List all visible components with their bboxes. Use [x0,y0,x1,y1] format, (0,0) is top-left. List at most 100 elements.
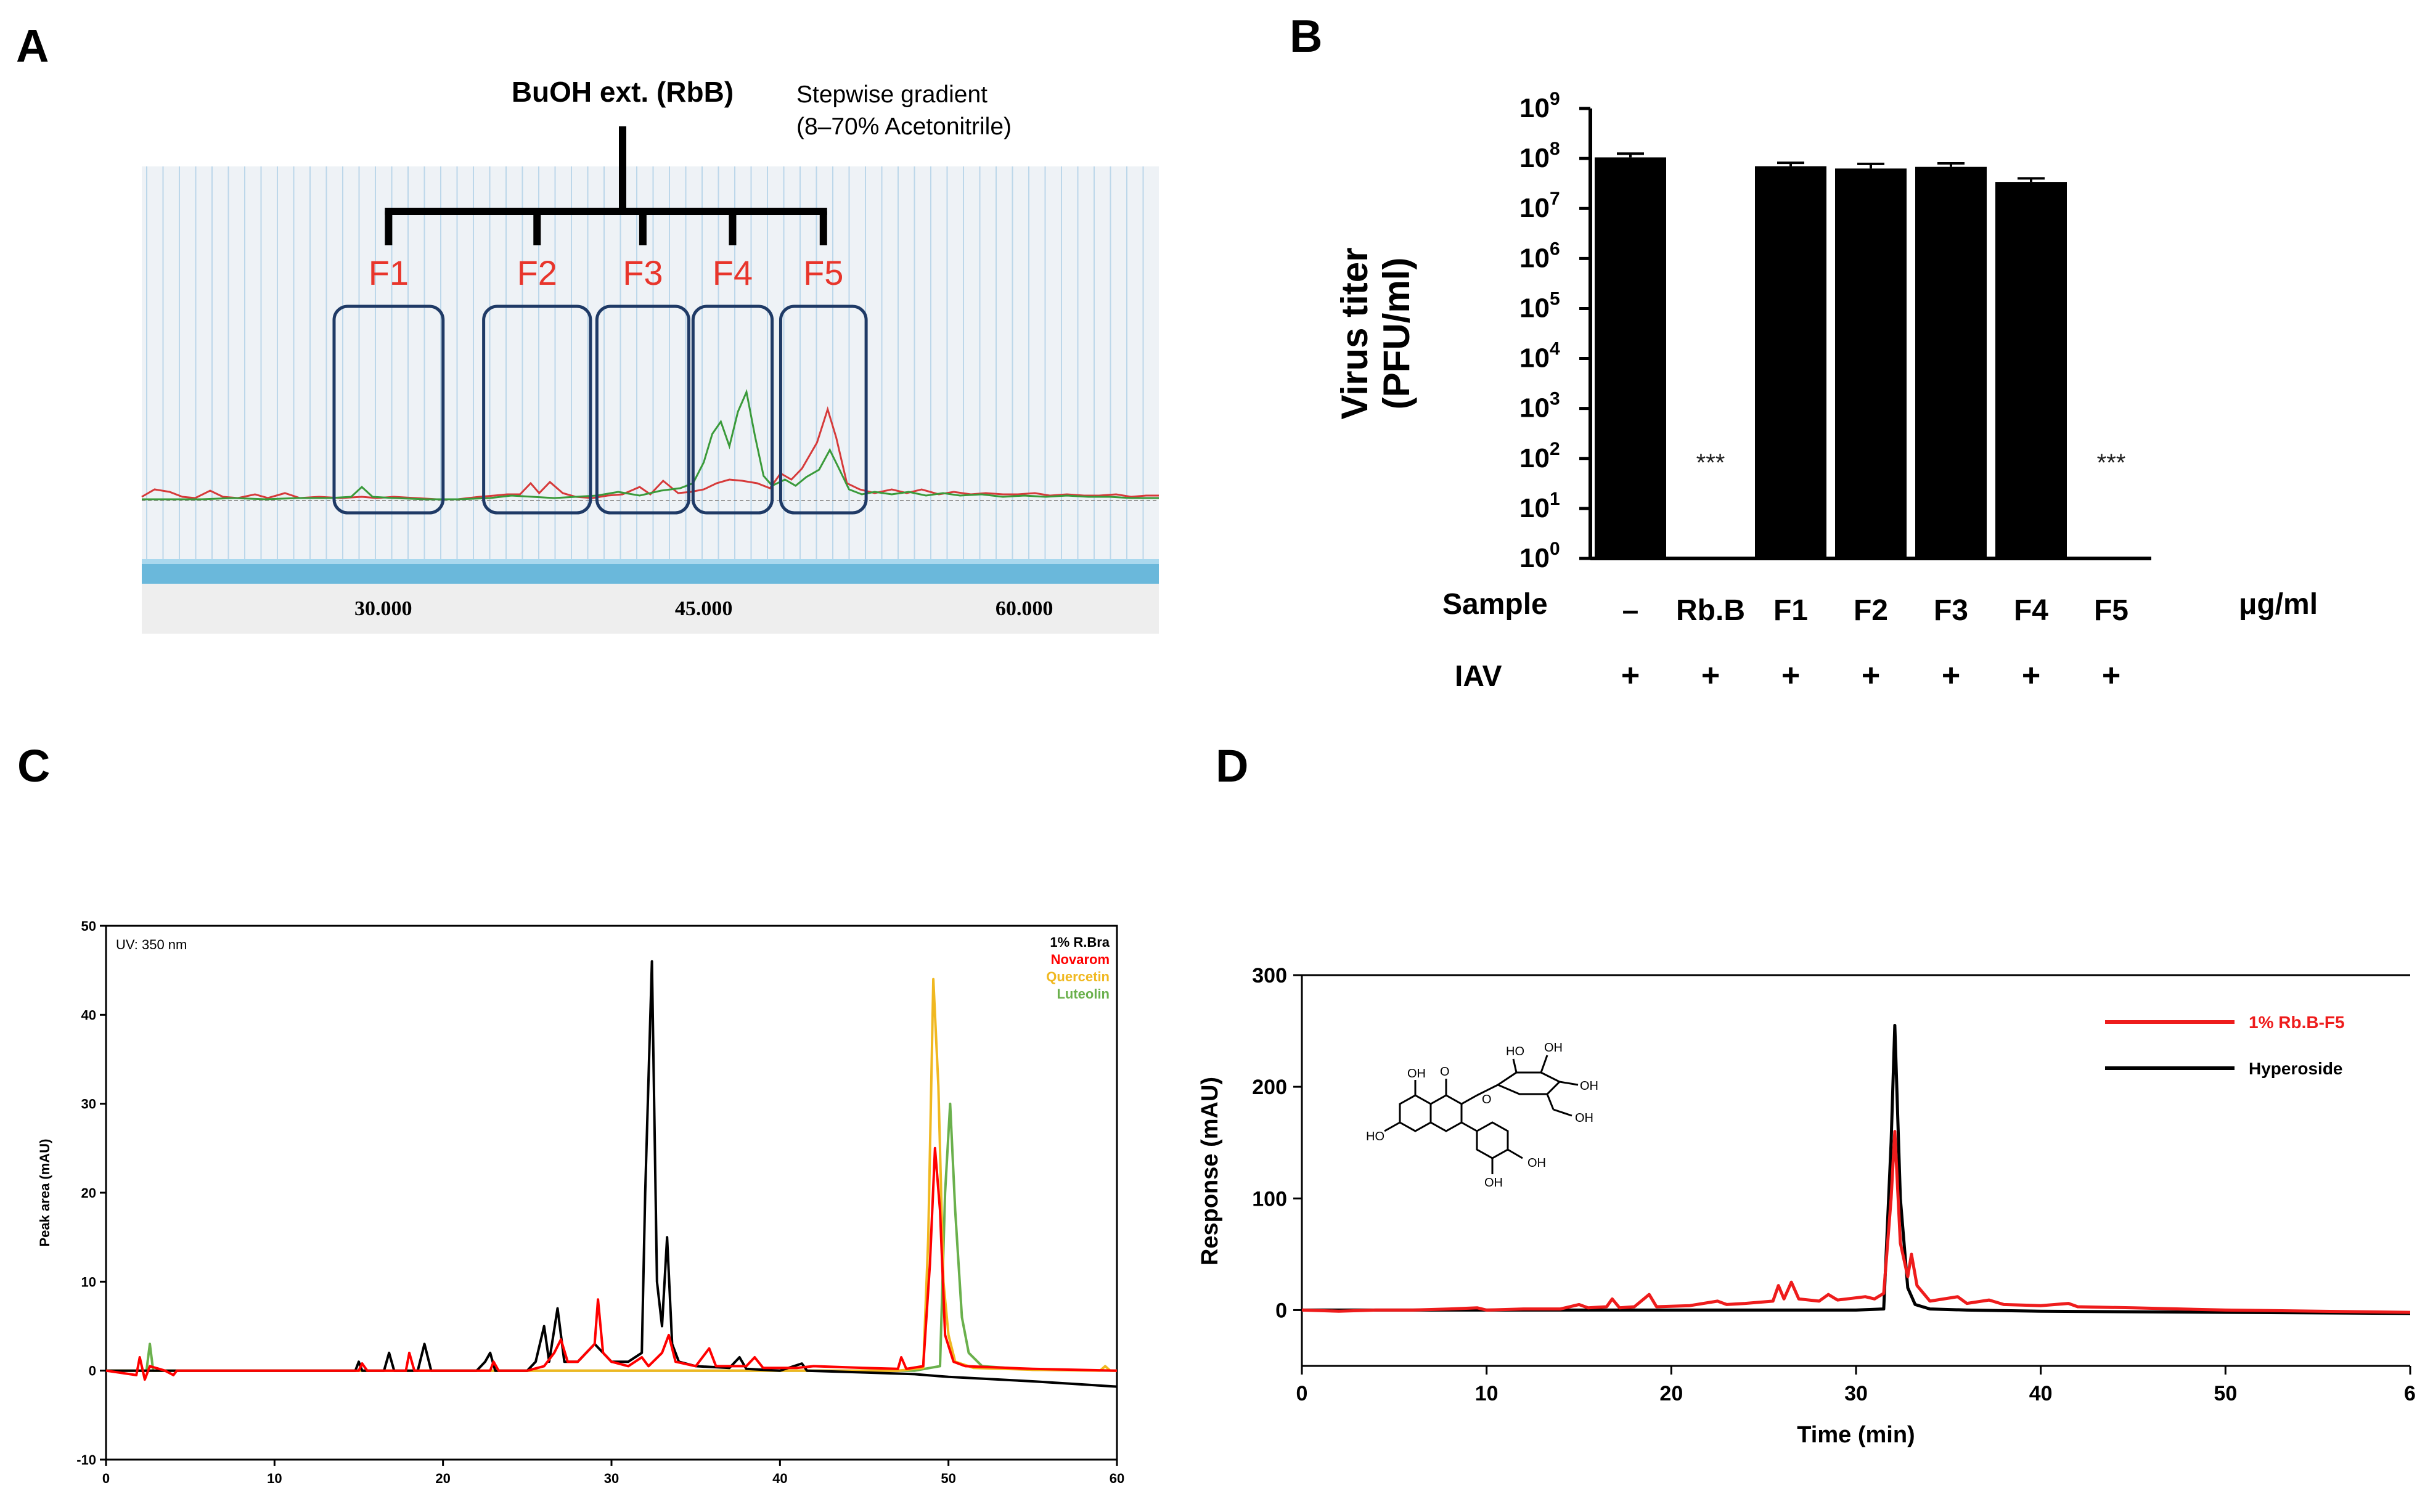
panel-b-category-labels: – + Rb.B + F1 + F2 + F3 + F4 + F5 + [1621,594,2128,693]
panel-a-x-ticks: 30.000 45.000 60.000 [354,597,1053,620]
panel-d-legend: 1% Rb.B-F5 Hyperoside [2105,1013,2345,1078]
panel-b-sample-row-label: Sample [1442,588,1548,621]
hyperoside-structure-atoms: OH O HO O OH OH HO OH OH OH [1366,1041,1598,1190]
panel-c-y-tick-label: 40 [81,1007,96,1023]
panel-a-grid [146,166,1144,559]
panel-a-trace-1 [142,388,1159,501]
panel-d-x-tick-label: 20 [1659,1382,1683,1405]
panel-a-background [142,166,1159,634]
category-label-2: F1 [1773,594,1808,627]
svg-text:OH: OH [1544,1041,1563,1055]
hyperoside-structure-drawing [1384,1055,1579,1174]
iav-mark-2: + [1781,658,1800,693]
category-label-4: F3 [1934,594,1968,627]
panel-a-x-tick-label: 60.000 [996,597,1053,620]
panel-b-bar-chart: 100 101 102 103 104 105 106 107 108 109 *** *** – +… [1334,89,2318,693]
panel-c-y-tick-label: -10 [76,1452,96,1468]
bar-3 [1835,168,1907,558]
fraction-box-f5 [779,304,868,515]
svg-text:OH: OH [1580,1079,1598,1093]
panel-d-x-tick-label: 30 [1844,1382,1868,1405]
svg-text:OH: OH [1484,1176,1503,1190]
panel-c-x-tick-label: 10 [267,1471,282,1486]
panel-c-ylabel: Peak area (mAU) [37,1139,52,1247]
panel-c-frame [105,925,1118,1461]
panel-d-x-tick-label: 0 [1296,1382,1308,1405]
panel-b-y-tick-label: 106 [1519,239,1560,273]
panel-d-x-tick-label: 10 [1475,1382,1499,1405]
panel-c-legend-entry-0: 1% R.Bra [1050,934,1110,950]
panel-c-legend-entry-3: Luteolin [1057,986,1110,1002]
svg-text:OH: OH [1407,1067,1426,1081]
panel-c-x-tick-label: 40 [772,1471,787,1486]
panel-d-legend-label-0: 1% Rb.B-F5 [2249,1013,2345,1032]
fraction-label-f5: F5 [803,253,843,292]
iav-mark-4: + [1942,658,1960,693]
panel-c-trace-3 [106,1102,1118,1372]
iav-mark-6: + [2102,658,2120,693]
bar-0 [1595,157,1666,558]
panel-c-chromatogram: 0 10 20 30 40 50 60 -10 0 10 20 30 40 50 1% R.Bra Nova… [37,918,1124,1486]
panel-d-traces [1301,1024,2411,1315]
svg-text:HO: HO [1366,1130,1384,1143]
panel-c-x-tick-label: 30 [604,1471,619,1486]
iav-mark-1: + [1701,658,1720,693]
category-label-0: – [1622,594,1639,627]
panel-b-y-tick-label: 103 [1519,389,1560,423]
panel-d-y-tick-label: 200 [1252,1076,1287,1099]
fraction-box-f4 [691,304,774,515]
iav-mark-3: + [1862,658,1880,693]
panel-d-ylabel: Response (mAU) [1197,1077,1223,1265]
panel-a-gradient-note-1: Stepwise gradient [796,81,988,108]
panel-d-x-tick-label: 50 [2214,1382,2237,1405]
panel-c-legend-entry-2: Quercetin [1046,969,1110,984]
panel-a-gradient-bar-highlight [142,559,1159,564]
fraction-label-f2: F2 [517,253,557,292]
category-label-1: Rb.B [1676,594,1745,627]
panel-b-ylabel-1: Virus titer [1334,248,1375,420]
panel-c-letter: C [17,740,50,791]
panel-c-x-tick-label: 20 [435,1471,450,1486]
panel-c-x-tick-label: 60 [1110,1471,1124,1486]
panel-c-y-tick-label: 30 [81,1097,96,1112]
panel-b-iav-row-label: IAV [1455,660,1502,693]
panel-a-traces [141,388,1159,501]
svg-text:O: O [1440,1065,1450,1079]
panel-c-annotation: UV: 350 nm [116,937,187,952]
panel-c-trace-2 [106,978,1117,1372]
panel-b-y-tick-label: 105 [1519,288,1560,323]
significance-annotation-6: *** [2097,449,2126,476]
panel-b-letter: B [1290,10,1322,62]
panel-b-y-tick-label: 108 [1519,139,1560,173]
bar-4 [1915,166,1987,558]
panel-a-chromatogram: F1 F2 F3 F4 F5 30.000 45.000 60.000 BuOH ext. … [141,76,1159,634]
svg-text:HO: HO [1506,1045,1524,1058]
panel-b-y-tick-label: 100 [1519,539,1560,573]
panel-d-x-tick-label: 40 [2029,1382,2053,1405]
panel-c-trace-1 [105,1146,1118,1381]
panel-a-axis-strip [142,584,1159,634]
panel-d-letter: D [1216,740,1248,791]
panel-a-root-label: BuOH ext. (RbB) [512,76,734,108]
panel-a-gradient-note-2: (8–70% Acetonitrile) [796,113,1012,140]
fraction-box-f1 [332,304,445,515]
panel-c-traces [105,960,1118,1388]
panel-c-trace-0 [106,960,1118,1388]
panel-d-y-tick-label: 0 [1275,1299,1287,1322]
fraction-label-f4: F4 [713,253,753,292]
panel-a-letter: A [16,20,49,72]
panel-c-y-tick-label: 10 [81,1274,96,1289]
panel-b-y-tick-label: 109 [1519,89,1560,123]
category-label-6: F5 [2094,594,2128,627]
panel-d-y-tick-label: 100 [1252,1187,1287,1211]
panel-c-legend-entry-1: Novarom [1051,952,1110,967]
panel-c-ticks: 0 10 20 30 40 50 60 -10 0 10 20 30 40 50 [76,918,1124,1486]
panel-d-legend-label-1: Hyperoside [2249,1059,2343,1078]
panel-d-y-tick-label: 300 [1252,964,1287,987]
panel-c-y-tick-label: 20 [81,1185,96,1201]
svg-text:OH: OH [1527,1156,1546,1170]
panel-b-y-tick-label: 102 [1519,439,1560,473]
fraction-label-f1: F1 [369,253,409,292]
panel-b-bars: *** *** [1595,152,2126,558]
